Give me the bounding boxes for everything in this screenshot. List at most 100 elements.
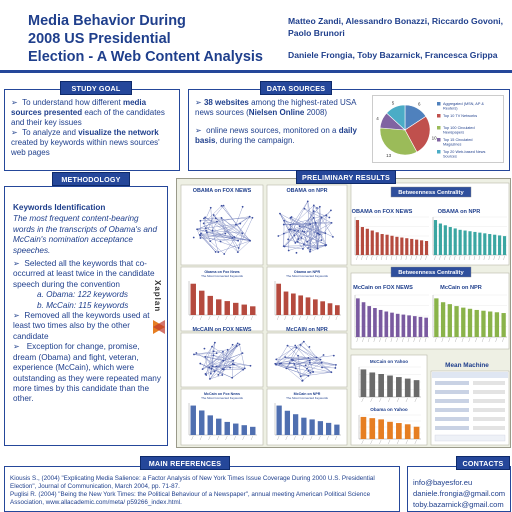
network-edge [200,205,224,234]
network-node [224,232,227,235]
chart-tick-label [379,397,382,403]
chart-tick-label [191,315,194,321]
network-edge [193,352,217,355]
chart-tick-label [434,337,437,343]
network-edge [210,360,224,374]
bar-mccain-npr [334,424,340,435]
network-node [196,228,199,231]
network-node [231,376,234,379]
network-node [328,216,331,219]
network-node [226,348,229,351]
data-sources-bullet-2: ➢ online news sources, monitored on a da… [195,126,357,145]
chart-tick-label [425,255,427,261]
network-edge [306,368,314,373]
chart-tick-label [291,315,294,321]
network-edge [304,208,332,223]
chart-title: McCain on Fox News [204,392,240,396]
chart-tick-label [191,435,194,441]
chart-tick-label [370,397,373,403]
chart-tick-label [483,255,485,261]
network-node [192,236,195,239]
network-edge [213,214,235,238]
network-edge [202,344,240,370]
network-edge [303,341,317,358]
network-edge [294,230,326,234]
bar-mccain-fox [224,421,230,435]
network-edge [205,356,211,379]
network-node [213,370,216,373]
contact-email-3[interactable]: toby.bazarnick@gmail.com [413,500,504,509]
network-edge [197,229,239,241]
text: Removed all the keywords used at least t… [13,311,150,341]
network-node [222,350,224,353]
bar-obama-fox [233,302,239,315]
chart-tick-label [285,435,288,441]
network-node [241,205,244,208]
bar-obama-npr [320,301,326,315]
preliminary-results-area: OBAMA on FOX NEWS OBAMA on NPR Obama on Fo… [176,178,511,448]
network-edge [279,213,302,239]
network-node [205,231,208,234]
network-edge [285,356,310,361]
chart-tick-label [361,255,363,261]
text: created by keywords within news sources'… [11,138,160,157]
network-edge [200,220,202,234]
network-edge [291,359,323,368]
chart-tick-label [208,315,211,321]
network-edge [209,374,223,380]
network-node [299,344,302,346]
bar-bc-obama-fox [410,238,414,255]
network-node [215,352,218,355]
bar-bc-obama-npr [463,230,467,255]
bar-obama-npr [283,291,289,315]
contact-email-1[interactable]: info@bayesfor.eu [413,478,473,487]
network-edge [302,231,311,250]
network-node [296,240,299,243]
network-node [309,371,312,374]
chart-tick-label [199,315,202,321]
network-node [231,343,234,346]
contacts-label: CONTACTS [456,456,510,470]
chart-tick-label [463,255,466,261]
network-edge [193,354,251,366]
text: 2008) [304,108,328,117]
network-edge [221,217,243,234]
bar-mccain-npr [292,414,299,435]
keyword-network-graph [277,200,334,254]
study-goal-label: STUDY GOAL [60,81,132,95]
network-node [233,236,236,238]
network-edge [317,245,326,249]
network-edge [286,359,294,369]
bar-bc-obama-fox [405,238,409,255]
bar-bc-mccain-fox [418,316,423,337]
chart-tick-label [405,397,408,403]
methodology-bullet-3: ➢ Exception for change, promise, dream (… [13,342,161,404]
chart-tick-label [385,255,388,261]
chart-tick-label [361,439,364,445]
network-node [297,354,299,357]
chart-tick-label [293,435,296,441]
betweenness-chart-title: McCain on NPR [440,285,482,291]
methodology-bullet-2: ➢ Removed all the keywords used at least… [13,311,150,341]
bar-bc-mccain-fox [384,311,389,337]
contact-email-2[interactable]: daniele.frongia@gmail.com [413,489,506,498]
authors: Matteo Zandi, Alessandro Bonazzi, Riccar… [288,15,510,71]
chart-tick-label [366,255,368,261]
network-edge [202,343,238,370]
network-edge [309,362,336,366]
chart-tick-label [424,337,427,343]
methodology-label: METHODOLOGY [52,172,130,186]
betweenness-chart-title: OBAMA on FOX NEWS [352,209,413,215]
bar-bc-obama-npr [488,234,492,255]
network-node [199,234,202,237]
network-node [222,204,225,207]
chart-tick-label [400,255,403,261]
bar-bc-mccain-npr [461,307,466,337]
chart-tick-label [503,255,505,261]
pie-legend-label: Newspapers [443,130,464,134]
network-node [235,223,237,226]
bold-text: Nielsen Online [248,108,305,117]
network-edge [307,201,311,250]
network-node [325,214,328,217]
network-edge [288,239,322,251]
